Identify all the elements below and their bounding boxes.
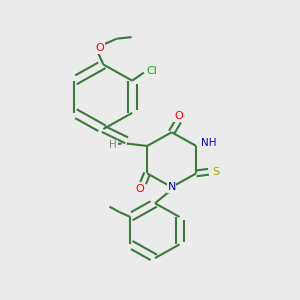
Text: O: O xyxy=(174,111,183,121)
Text: N: N xyxy=(167,182,176,192)
Text: H: H xyxy=(110,140,117,150)
Text: S: S xyxy=(213,167,220,177)
Text: NH: NH xyxy=(201,138,217,148)
Text: O: O xyxy=(96,44,104,53)
Text: Cl: Cl xyxy=(147,66,158,76)
Text: O: O xyxy=(135,184,144,194)
